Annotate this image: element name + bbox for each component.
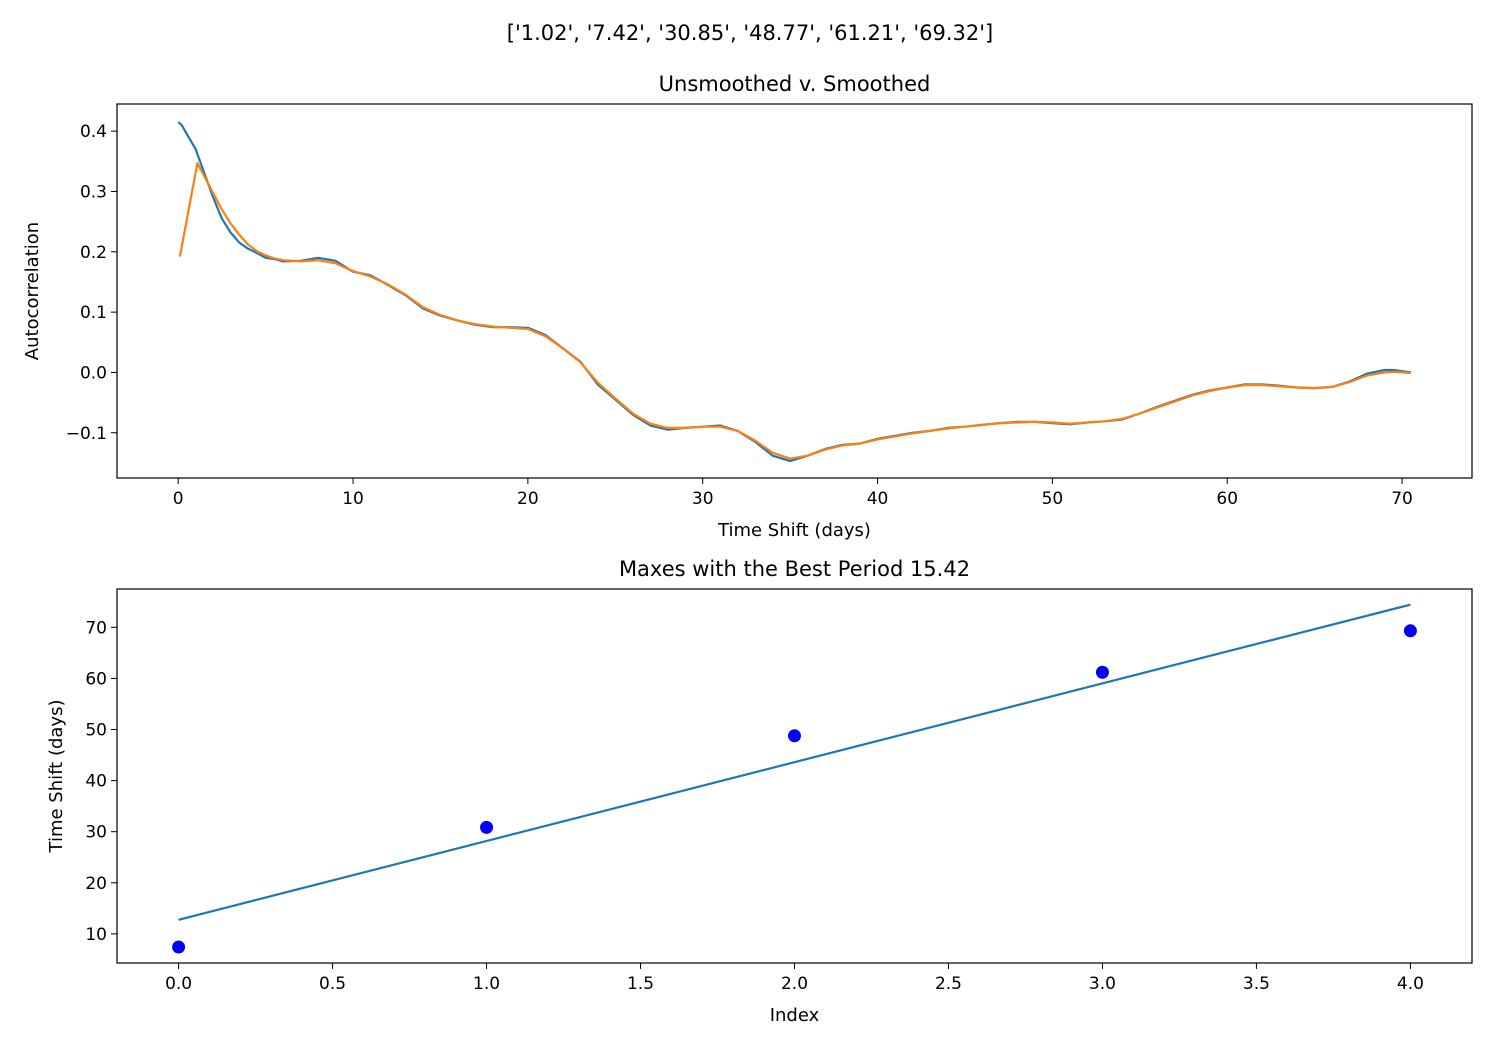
autocorrelation-plot-area (177, 121, 1411, 463)
max-point (1095, 665, 1109, 679)
autocorrelation-x-tick-label: 50 (1042, 489, 1064, 509)
figure-suptitle: ['1.02', '7.42', '30.85', '48.77', '61.2… (507, 21, 993, 45)
autocorrelation-y-tick-label: −0.1 (66, 424, 107, 444)
maxes-x-tick-label: 3.0 (1089, 974, 1116, 994)
maxes-y-ticks: 70 60 50 40 30 20 10 (85, 618, 117, 945)
maxes-chart-title: Maxes with the Best Period 15.42 (619, 557, 970, 581)
maxes-axes-frame (116, 588, 1473, 964)
maxes-plot-area (172, 603, 1417, 954)
maxes-y-tick-label: 30 (85, 823, 107, 843)
max-point (788, 729, 801, 743)
autocorrelation-x-tick-label: 0 (173, 489, 184, 509)
max-point (172, 940, 186, 954)
autocorrelation-y-tick-label: 0.2 (80, 243, 107, 263)
max-point (1403, 624, 1417, 638)
maxes-y-axis-label: Time Shift (days) (46, 700, 67, 854)
maxes-y-tick-label: 20 (85, 874, 107, 894)
smoothed-series-line (178, 162, 1411, 460)
autocorrelation-x-tick-label: 10 (342, 489, 364, 509)
maxes-x-tick-label: 4.0 (1397, 974, 1424, 994)
maxes-x-tick-label: 1.5 (627, 974, 654, 994)
autocorrelation-x-tick-label: 40 (867, 489, 889, 509)
maxes-panel: Maxes with the Best Period 15.42 0.0 0.5 1… (46, 557, 1473, 1026)
maxes-x-tick-label: 2.5 (935, 974, 962, 994)
autocorrelation-chart-title: Unsmoothed v. Smoothed (659, 72, 931, 96)
autocorrelation-panel: Unsmoothed v. Smoothed 0 10 20 30 40 50 60 70 0… (22, 72, 1473, 541)
autocorrelation-y-tick-label: 0.4 (80, 122, 107, 142)
max-point (480, 820, 494, 834)
autocorrelation-x-tick-label: 60 (1216, 489, 1238, 509)
maxes-x-axis-label: Index (770, 1005, 820, 1026)
maxes-x-tick-label: 0.5 (319, 974, 346, 994)
autocorrelation-x-tick-label: 20 (517, 489, 539, 509)
maxes-x-tick-label: 1.0 (473, 974, 500, 994)
maxes-x-tick-label: 0.0 (165, 974, 192, 994)
best-period-fit-line (178, 603, 1411, 921)
maxes-y-tick-label: 70 (85, 618, 107, 638)
unsmoothed-series-line (177, 121, 1411, 463)
autocorrelation-y-tick-label: 0.3 (80, 182, 107, 202)
autocorrelation-y-tick-label: 0.0 (80, 363, 107, 383)
autocorrelation-axes-frame (116, 103, 1473, 479)
autocorrelation-y-axis-label: Autocorrelation (22, 222, 43, 360)
maxes-y-tick-label: 40 (85, 772, 107, 792)
autocorrelation-x-tick-label: 70 (1391, 489, 1413, 509)
maxes-x-tick-label: 2.0 (781, 974, 808, 994)
maxes-y-tick-label: 10 (85, 925, 107, 945)
autocorrelation-y-ticks: 0.4 0.3 0.2 0.1 0.0 −0.1 (66, 122, 117, 444)
autocorrelation-x-ticks: 0 10 20 30 40 50 60 70 (173, 478, 1413, 509)
maxes-x-ticks: 0.0 0.5 1.0 1.5 2.0 2.5 3.0 3.5 4.0 (165, 963, 1424, 994)
autocorrelation-y-tick-label: 0.1 (80, 303, 107, 323)
maxes-y-tick-label: 50 (85, 721, 107, 741)
maxes-y-tick-label: 60 (85, 669, 107, 689)
autocorrelation-x-tick-label: 30 (692, 489, 714, 509)
autocorrelation-x-axis-label: Time Shift (days) (717, 520, 871, 541)
maxes-x-tick-label: 3.5 (1243, 974, 1270, 994)
